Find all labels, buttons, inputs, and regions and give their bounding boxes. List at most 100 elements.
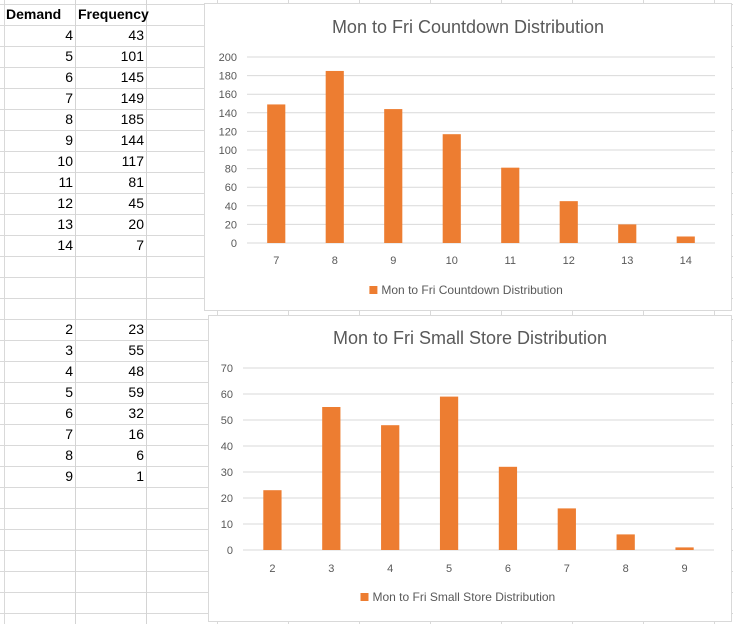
y-tick-label: 200 bbox=[219, 52, 237, 64]
y-tick-label: 140 bbox=[219, 108, 237, 120]
cell-frequency[interactable]: 185 bbox=[120, 111, 144, 127]
x-tick-label: 4 bbox=[387, 563, 393, 575]
column-divider bbox=[75, 0, 76, 624]
y-tick-label: 40 bbox=[221, 441, 233, 453]
x-tick-label: 7 bbox=[273, 255, 279, 267]
cell-frequency[interactable]: 55 bbox=[128, 342, 144, 358]
x-tick-label: 6 bbox=[505, 563, 511, 575]
cell-frequency[interactable]: 48 bbox=[128, 363, 144, 379]
cell-demand[interactable]: 14 bbox=[57, 237, 73, 253]
x-tick-label: 10 bbox=[446, 255, 458, 267]
cell-frequency[interactable]: 81 bbox=[128, 174, 144, 190]
cell-frequency[interactable]: 59 bbox=[128, 384, 144, 400]
cell-frequency[interactable]: 16 bbox=[128, 426, 144, 442]
cell-demand[interactable]: 8 bbox=[65, 111, 73, 127]
bar bbox=[384, 109, 403, 243]
y-tick-label: 20 bbox=[225, 219, 237, 231]
cell-demand[interactable]: 9 bbox=[65, 468, 73, 484]
legend-label: Mon to Fri Small Store Distribution bbox=[373, 590, 556, 604]
cell-frequency[interactable]: 43 bbox=[128, 27, 144, 43]
bar bbox=[616, 534, 635, 550]
cell-frequency[interactable]: 144 bbox=[120, 132, 144, 148]
chart-small-store-distribution[interactable]: Mon to Fri Small Store Distribution 0 10 20… bbox=[208, 315, 732, 622]
bar bbox=[439, 396, 459, 550]
bar bbox=[501, 167, 520, 243]
x-tick-label: 12 bbox=[563, 255, 575, 267]
y-tick-label: 120 bbox=[219, 126, 237, 138]
chart-title: Mon to Fri Small Store Distribution bbox=[333, 328, 607, 348]
x-tick-label: 9 bbox=[390, 255, 396, 267]
cell-demand[interactable]: 12 bbox=[57, 195, 73, 211]
cell-frequency[interactable]: 7 bbox=[136, 237, 144, 253]
cell-frequency[interactable]: 117 bbox=[121, 153, 144, 169]
cell-demand[interactable]: 4 bbox=[65, 27, 73, 43]
bar bbox=[675, 547, 694, 550]
y-tick-label: 60 bbox=[221, 389, 233, 401]
x-tick-label: 14 bbox=[680, 255, 692, 267]
cell-frequency[interactable]: 101 bbox=[120, 48, 144, 64]
chart-title: Mon to Fri Countdown Distribution bbox=[332, 17, 604, 37]
bar bbox=[557, 508, 576, 550]
bar bbox=[498, 466, 518, 550]
x-tick-label: 3 bbox=[328, 563, 334, 575]
y-tick-label: 100 bbox=[219, 145, 237, 157]
bar bbox=[381, 425, 400, 550]
cell-demand[interactable]: 13 bbox=[57, 216, 73, 232]
y-tick-label: 160 bbox=[219, 89, 237, 101]
y-tick-label: 0 bbox=[227, 545, 233, 557]
x-tick-label: 8 bbox=[332, 255, 338, 267]
cell-frequency[interactable]: 149 bbox=[120, 90, 144, 106]
cell-demand[interactable]: 5 bbox=[65, 48, 73, 64]
x-tick-label: 5 bbox=[446, 563, 452, 575]
y-tick-label: 10 bbox=[221, 519, 233, 531]
x-tick-label: 2 bbox=[269, 563, 275, 575]
cell-frequency[interactable]: 23 bbox=[128, 321, 144, 337]
cell-demand[interactable]: 3 bbox=[65, 342, 73, 358]
cell-frequency[interactable]: 145 bbox=[120, 69, 144, 85]
cell-demand[interactable]: 10 bbox=[57, 153, 73, 169]
y-tick-label: 40 bbox=[225, 201, 237, 213]
bar bbox=[267, 104, 286, 244]
y-tick-label: 180 bbox=[219, 71, 237, 83]
bar bbox=[442, 134, 461, 243]
legend-label: Mon to Fri Countdown Distribution bbox=[381, 283, 562, 297]
y-tick-label: 20 bbox=[221, 493, 233, 505]
y-tick-label: 50 bbox=[221, 415, 233, 427]
y-tick-label: 30 bbox=[221, 467, 233, 479]
legend-swatch bbox=[369, 286, 378, 294]
cell-demand[interactable]: 9 bbox=[65, 132, 73, 148]
cell-demand[interactable]: 2 bbox=[65, 321, 73, 337]
cell-demand[interactable]: 5 bbox=[65, 384, 73, 400]
bar bbox=[263, 490, 282, 550]
cell-demand[interactable]: 4 bbox=[65, 363, 73, 379]
header-frequency[interactable]: Frequency bbox=[78, 6, 149, 22]
y-tick-label: 0 bbox=[231, 238, 237, 250]
cell-frequency[interactable]: 45 bbox=[128, 195, 144, 211]
bar bbox=[676, 236, 695, 243]
cell-demand[interactable]: 8 bbox=[65, 447, 73, 463]
bar bbox=[618, 224, 637, 243]
cell-frequency[interactable]: 32 bbox=[128, 405, 144, 421]
cell-frequency[interactable]: 6 bbox=[136, 447, 144, 463]
cell-demand[interactable]: 11 bbox=[58, 174, 73, 190]
y-tick-label: 70 bbox=[221, 363, 233, 375]
chart-svg: Mon to Fri Small Store Distribution 0 10 20… bbox=[221, 328, 714, 604]
bar bbox=[325, 70, 344, 243]
cell-demand[interactable]: 7 bbox=[65, 90, 73, 106]
chart-svg: Mon to Fri Countdown Distribution 0 20 40 60… bbox=[219, 17, 715, 297]
cell-demand[interactable]: 6 bbox=[65, 405, 73, 421]
chart-countdown-distribution[interactable]: Mon to Fri Countdown Distribution 0 20 40 60… bbox=[204, 3, 732, 311]
x-tick-label: 13 bbox=[621, 255, 633, 267]
bar bbox=[322, 407, 341, 550]
cell-demand[interactable]: 7 bbox=[65, 426, 73, 442]
cell-demand[interactable]: 6 bbox=[65, 69, 73, 85]
cell-frequency[interactable]: 1 bbox=[136, 468, 144, 484]
legend-swatch bbox=[360, 593, 369, 601]
x-tick-label: 11 bbox=[505, 255, 516, 267]
cell-frequency[interactable]: 20 bbox=[128, 216, 144, 232]
x-tick-label: 8 bbox=[623, 563, 629, 575]
bar bbox=[559, 201, 578, 243]
header-demand[interactable]: Demand bbox=[6, 6, 62, 22]
x-tick-label: 9 bbox=[682, 563, 688, 575]
x-tick-label: 7 bbox=[564, 563, 570, 575]
